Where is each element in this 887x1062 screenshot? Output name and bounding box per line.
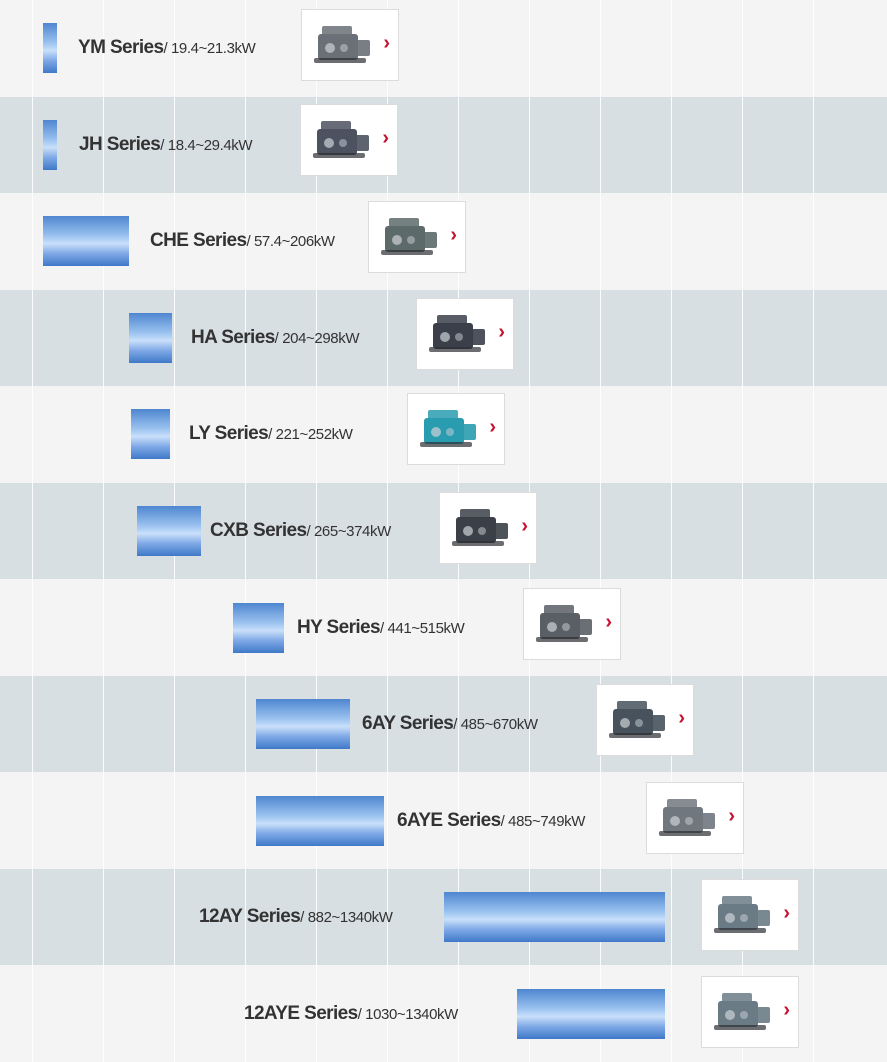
chevron-right-icon: › <box>383 32 390 54</box>
chevron-right-icon: › <box>605 611 612 633</box>
grid-line <box>32 0 33 1062</box>
series-row <box>0 0 887 97</box>
engine-thumbnail-link[interactable]: › <box>439 492 537 564</box>
engine-thumbnail-link[interactable]: › <box>416 298 514 370</box>
series-range: / 882~1340kW <box>300 909 393 927</box>
series-label: 12AYE Series/ 1030~1340kW <box>244 1002 458 1027</box>
series-name: LY Series <box>189 423 269 445</box>
engine-thumbnail-link[interactable]: › <box>523 588 621 660</box>
range-bar <box>43 119 57 170</box>
engine-icon <box>381 218 437 255</box>
engine-thumbnail-link[interactable]: › <box>701 879 799 951</box>
series-row <box>0 579 887 677</box>
engine-thumbnail-link[interactable]: › <box>301 9 399 81</box>
series-row <box>0 675 887 773</box>
grid-line <box>742 0 743 1062</box>
engine-icon <box>429 315 485 352</box>
range-bar <box>256 795 384 846</box>
series-range: / 265~374kW <box>306 523 391 540</box>
chevron-right-icon: › <box>783 999 790 1021</box>
series-label: HA Series/ 204~298kW <box>191 326 359 351</box>
series-label: 6AY Series/ 485~670kW <box>362 712 538 737</box>
grid-line <box>387 0 388 1062</box>
engine-icon <box>420 410 476 447</box>
engine-thumbnail-link[interactable]: › <box>596 684 694 756</box>
engine-icon <box>313 121 369 158</box>
chevron-right-icon: › <box>489 416 496 438</box>
series-range: / 57.4~206kW <box>246 233 335 251</box>
series-label: HY Series/ 441~515kW <box>297 616 465 641</box>
series-range: / 221~252kW <box>268 426 353 444</box>
series-label: YM Series/ 19.4~21.3kW <box>78 36 256 61</box>
series-name: 12AYE Series <box>244 1002 358 1024</box>
grid-line <box>671 0 672 1062</box>
series-range: / 1030~1340kW <box>357 1005 459 1023</box>
engine-thumbnail-link[interactable]: › <box>701 976 799 1048</box>
engine-icon <box>659 799 715 836</box>
range-bar <box>444 892 665 943</box>
range-bar <box>137 506 201 556</box>
engine-icon <box>536 605 592 642</box>
series-range: / 485~670kW <box>453 716 538 734</box>
series-name: CHE Series <box>150 230 247 252</box>
series-name: HY Series <box>297 616 381 638</box>
series-range: / 18.4~29.4kW <box>160 136 253 154</box>
chevron-right-icon: › <box>498 321 505 343</box>
series-label: JH Series/ 18.4~29.4kW <box>79 133 253 158</box>
series-range: / 204~298kW <box>274 329 360 347</box>
range-bar <box>256 699 350 750</box>
chevron-right-icon: › <box>783 902 790 924</box>
series-range: / 441~515kW <box>379 619 465 637</box>
series-name: CXB Series <box>210 520 307 541</box>
series-label: CXB Series/ 265~374kW <box>210 519 391 544</box>
grid-line <box>245 0 246 1062</box>
series-name: HA Series <box>191 326 275 348</box>
chevron-right-icon: › <box>450 224 457 246</box>
series-label: LY Series/ 221~252kW <box>189 422 353 447</box>
chevron-right-icon: › <box>678 707 685 729</box>
chevron-right-icon: › <box>382 127 389 149</box>
grid-line <box>103 0 104 1062</box>
grid-line <box>813 0 814 1062</box>
engine-thumbnail-link[interactable]: › <box>300 104 398 176</box>
series-name: 12AY Series <box>199 906 301 928</box>
grid-line <box>316 0 317 1062</box>
range-bar <box>129 312 172 363</box>
series-name: 6AY Series <box>362 713 454 735</box>
series-range: / 19.4~21.3kW <box>163 40 256 58</box>
chevron-right-icon: › <box>728 805 735 827</box>
engine-thumbnail-link[interactable]: › <box>368 201 466 273</box>
series-range: / 485~749kW <box>500 812 586 830</box>
grid-line <box>600 0 601 1062</box>
range-bar <box>517 988 665 1039</box>
engine-icon <box>714 993 770 1030</box>
engine-icon <box>314 26 370 63</box>
engine-thumbnail-link[interactable]: › <box>646 782 744 854</box>
range-bar <box>43 216 129 267</box>
series-label: 12AY Series/ 882~1340kW <box>199 905 393 930</box>
series-label: CHE Series/ 57.4~206kW <box>150 229 335 254</box>
series-name: JH Series <box>79 133 161 155</box>
series-label: 6AYE Series/ 485~749kW <box>397 809 585 834</box>
engine-thumbnail-link[interactable]: › <box>407 393 505 465</box>
range-bar <box>233 602 284 653</box>
engine-icon <box>714 896 770 933</box>
engine-icon <box>609 701 665 738</box>
series-name: YM Series <box>78 37 164 59</box>
series-name: 6AYE Series <box>397 809 501 831</box>
chevron-right-icon: › <box>521 515 528 537</box>
engine-icon <box>452 509 508 546</box>
series-row <box>0 96 887 194</box>
range-bar <box>131 409 170 460</box>
range-bar <box>43 23 57 74</box>
